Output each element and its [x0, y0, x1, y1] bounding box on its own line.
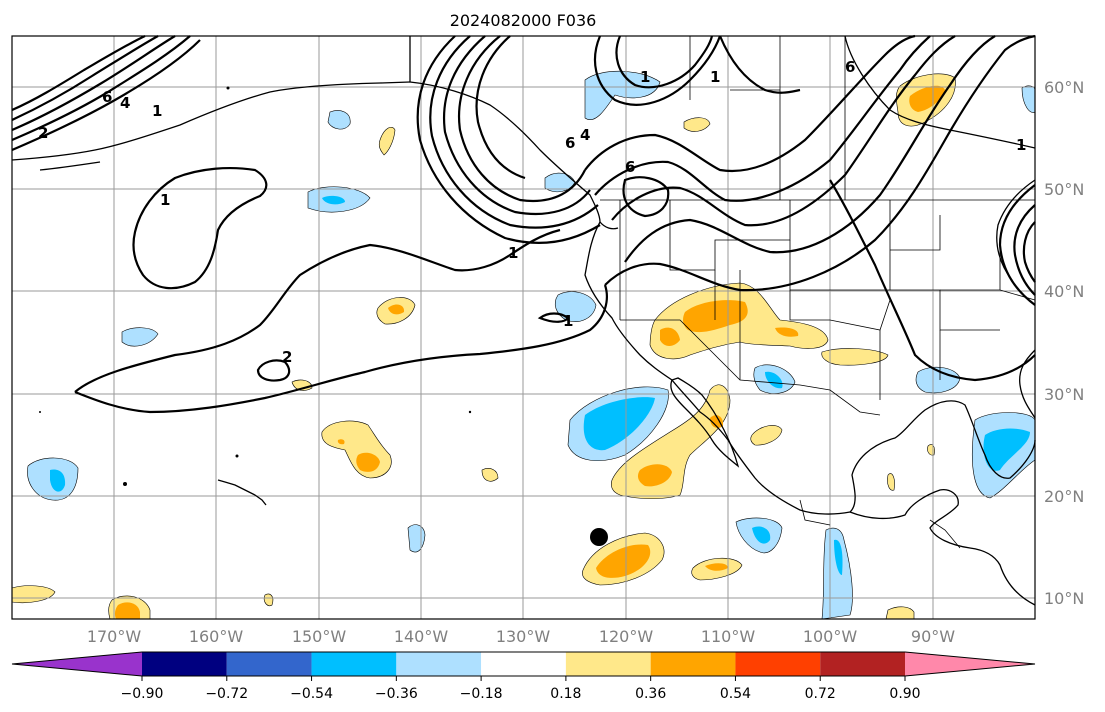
colorbar-extend-low	[12, 652, 142, 676]
lon-label: 160°W	[189, 627, 244, 646]
lat-label: 30°N	[1044, 385, 1084, 404]
contour-label: 1	[640, 68, 650, 86]
contour-label: 1	[152, 102, 162, 120]
lat-label: 10°N	[1044, 589, 1084, 608]
latitude-labels: 60°N 50°N 40°N 30°N 20°N 10°N	[1044, 78, 1084, 608]
colorbar: −0.90 −0.72 −0.54 −0.36 −0.18 0.18 0.36 0.54 0.7…	[11, 651, 1036, 702]
political-borders	[600, 36, 1036, 549]
colorbar-segment	[226, 652, 312, 676]
colorbar-segment	[735, 652, 821, 676]
colorbar-tick-label: −0.72	[205, 686, 248, 702]
colorbar-extend-high	[905, 652, 1035, 676]
contour-label: 1	[710, 68, 720, 86]
contour-label-group: 6 4 1 2 6 4 1 1 2 1 6 1 1 6 1	[38, 58, 1026, 366]
contour-label: 6	[625, 158, 635, 176]
colorbar-tick-label: −0.18	[460, 686, 503, 702]
colorbar-segment	[311, 652, 397, 676]
lon-label: 140°W	[394, 627, 449, 646]
colorbar-segment	[142, 652, 227, 676]
colorbar-tick-label: 0.18	[550, 686, 581, 702]
contour-label: 1	[160, 191, 170, 209]
contour-label: 1	[508, 244, 518, 262]
islands	[39, 86, 472, 506]
colorbar-tick-label: −0.90	[121, 686, 164, 702]
contour-label: 6	[845, 58, 855, 76]
colorbar-segment	[650, 652, 736, 676]
contour-label: 2	[282, 348, 292, 366]
storm-marker	[590, 528, 608, 546]
colorbar-tick-label: 0.54	[720, 686, 751, 702]
colorbar-segment	[820, 652, 905, 676]
coastlines	[11, 35, 1036, 606]
lon-label: 100°W	[803, 627, 858, 646]
contour-label: 1	[1016, 136, 1026, 154]
colorbar-segment	[396, 652, 482, 676]
lon-label: 170°W	[87, 627, 142, 646]
map-title: 2024082000 F036	[450, 11, 597, 30]
colorbar-tick-label: 0.90	[889, 686, 920, 702]
contour-label: 6	[102, 88, 112, 106]
lon-label: 120°W	[599, 627, 654, 646]
contour-label: 1	[563, 312, 573, 330]
gridlines	[12, 36, 1035, 619]
lat-label: 60°N	[1044, 78, 1084, 97]
lat-label: 20°N	[1044, 487, 1084, 506]
lon-label: 110°W	[701, 627, 756, 646]
contour-label: 2	[38, 124, 48, 142]
contour-label: 6	[565, 134, 575, 152]
contour-label: 4	[580, 126, 590, 144]
map-panel: 6 4 1 2 6 4 1 1 2 1 6 1 1 6 1	[11, 34, 1036, 620]
contour-lines	[11, 34, 1036, 414]
colorbar-tick-label: −0.36	[375, 686, 418, 702]
colorbar-segment	[565, 652, 651, 676]
colorbar-tick-label: 0.36	[635, 686, 666, 702]
lat-label: 40°N	[1044, 282, 1084, 301]
colorbar-tick-label: 0.72	[805, 686, 836, 702]
lon-label: 150°W	[292, 627, 347, 646]
contour-label: 4	[120, 94, 130, 112]
longitude-labels: 170°W 160°W 150°W 140°W 130°W 120°W 110°…	[87, 627, 955, 646]
colorbar-segment	[481, 652, 566, 676]
lon-label: 90°W	[911, 627, 955, 646]
lat-label: 50°N	[1044, 180, 1084, 199]
colorbar-tick-label: −0.54	[290, 686, 333, 702]
lon-label: 130°W	[496, 627, 551, 646]
